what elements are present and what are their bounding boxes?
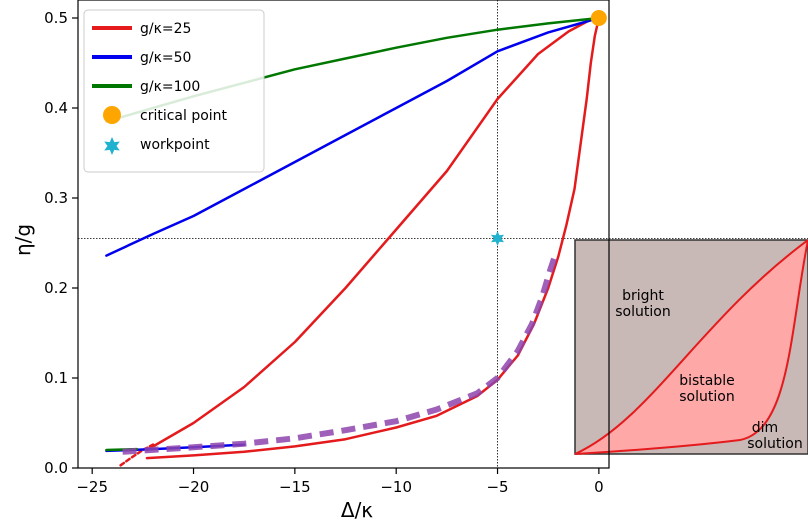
x-tick-label: −25 — [76, 478, 108, 496]
legend-label-g-100: g/κ=100 — [140, 79, 200, 95]
bistable-region — [575, 240, 808, 454]
legend-swatch-workpoint — [104, 137, 120, 155]
y-axis-title: η/g — [11, 224, 35, 256]
y-tick-label: 0.3 — [44, 189, 68, 207]
marker-workpoint — [491, 231, 504, 246]
inset-label-bistable: bistable solution — [679, 373, 735, 405]
x-tick-label: −5 — [486, 478, 508, 496]
inset-label-dim: dim solution — [747, 420, 802, 452]
x-tick-label: −10 — [380, 478, 412, 496]
y-tick-label: 0.5 — [44, 9, 68, 27]
legend-swatch-critical-point — [103, 106, 121, 124]
x-axis: −25 −20 −15 −10 −5 0 — [76, 468, 604, 496]
legend-label-g-50: g/κ=50 — [140, 50, 191, 66]
y-tick-label: 0.0 — [44, 459, 68, 477]
axes-frame — [77, 0, 610, 469]
series-g-25-upper-branch — [145, 16, 601, 452]
x-tick-label: −20 — [178, 478, 210, 496]
marker-critical-point — [590, 10, 607, 26]
inset-upper-curve — [574, 239, 808, 455]
marker-layer — [491, 10, 607, 246]
legend-label-workpoint: workpoint — [140, 137, 210, 153]
inset-lower-curve — [574, 239, 808, 455]
x-tick-label: −15 — [279, 478, 311, 496]
legend-label-critical-point: critical point — [140, 108, 228, 124]
legend-items: g/κ=25 g/κ=50 g/κ=100 critical point workpoi… — [92, 21, 228, 155]
legend: g/κ=25 g/κ=50 g/κ=100 critical point workpoi… — [83, 9, 265, 173]
x-tick-label: 0 — [594, 478, 604, 496]
legend-label-g-25: g/κ=25 — [140, 21, 191, 37]
inset-label-bright: bright solution — [615, 288, 670, 320]
series-g-50 — [105, 16, 601, 257]
series-approximation — [122, 251, 560, 455]
y-axis: 0.0 0.1 0.2 0.3 0.4 0.5 — [44, 9, 78, 477]
inset-diagram: bright solution bistable solution dim solut… — [574, 239, 808, 455]
y-tick-label: 0.2 — [44, 279, 68, 297]
legend-frame — [83, 9, 265, 173]
x-axis-title: Δ/κ — [341, 498, 373, 522]
y-tick-label: 0.4 — [44, 99, 68, 117]
y-tick-label: 0.1 — [44, 369, 68, 387]
series-g-25 — [145, 16, 601, 460]
